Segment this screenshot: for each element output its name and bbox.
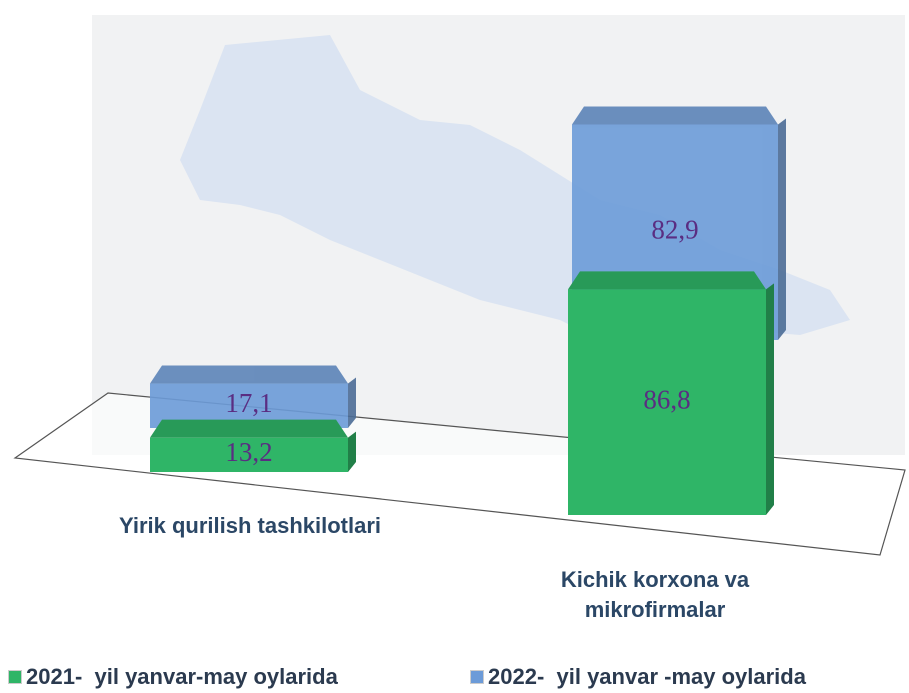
value-label: 17,1 xyxy=(225,388,272,418)
bar-face xyxy=(572,106,778,125)
legend-swatch xyxy=(470,670,484,684)
bar-face xyxy=(150,437,348,472)
legend-label: 2022- yil yanvar -may oylarida xyxy=(488,664,806,689)
bar-face xyxy=(150,419,348,438)
category-label: Kichik korxona va mikrofirmalar xyxy=(560,567,750,622)
category-label: Yirik qurilish tashkilotlari xyxy=(118,513,382,538)
bar-face xyxy=(766,283,774,515)
bar-face xyxy=(348,431,356,472)
bar-face xyxy=(778,118,786,341)
bar-face xyxy=(150,365,348,384)
value-label: 13,2 xyxy=(225,437,272,467)
bar-face xyxy=(568,271,766,290)
legend-swatch xyxy=(8,670,22,684)
bar xyxy=(150,419,356,472)
value-label: 86,8 xyxy=(643,384,690,414)
value-label: 82,9 xyxy=(651,214,698,244)
bar-face xyxy=(348,377,356,428)
legend-item: 2021- yil yanvar-may oylarida xyxy=(8,664,338,690)
bar-face xyxy=(568,289,766,515)
legend-item: 2022- yil yanvar -may oylarida xyxy=(470,664,806,690)
bar xyxy=(568,271,774,515)
legend-label: 2021- yil yanvar-may oylarida xyxy=(26,664,338,689)
